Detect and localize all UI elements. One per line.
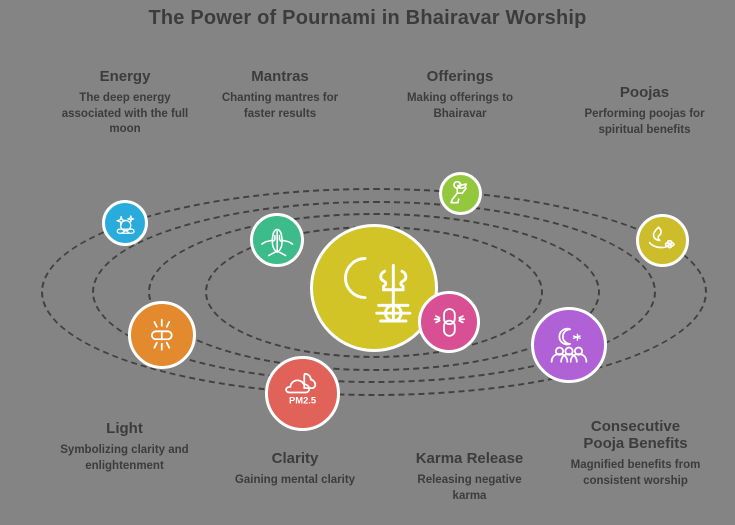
svg-text:PM2.5: PM2.5 bbox=[289, 395, 316, 405]
